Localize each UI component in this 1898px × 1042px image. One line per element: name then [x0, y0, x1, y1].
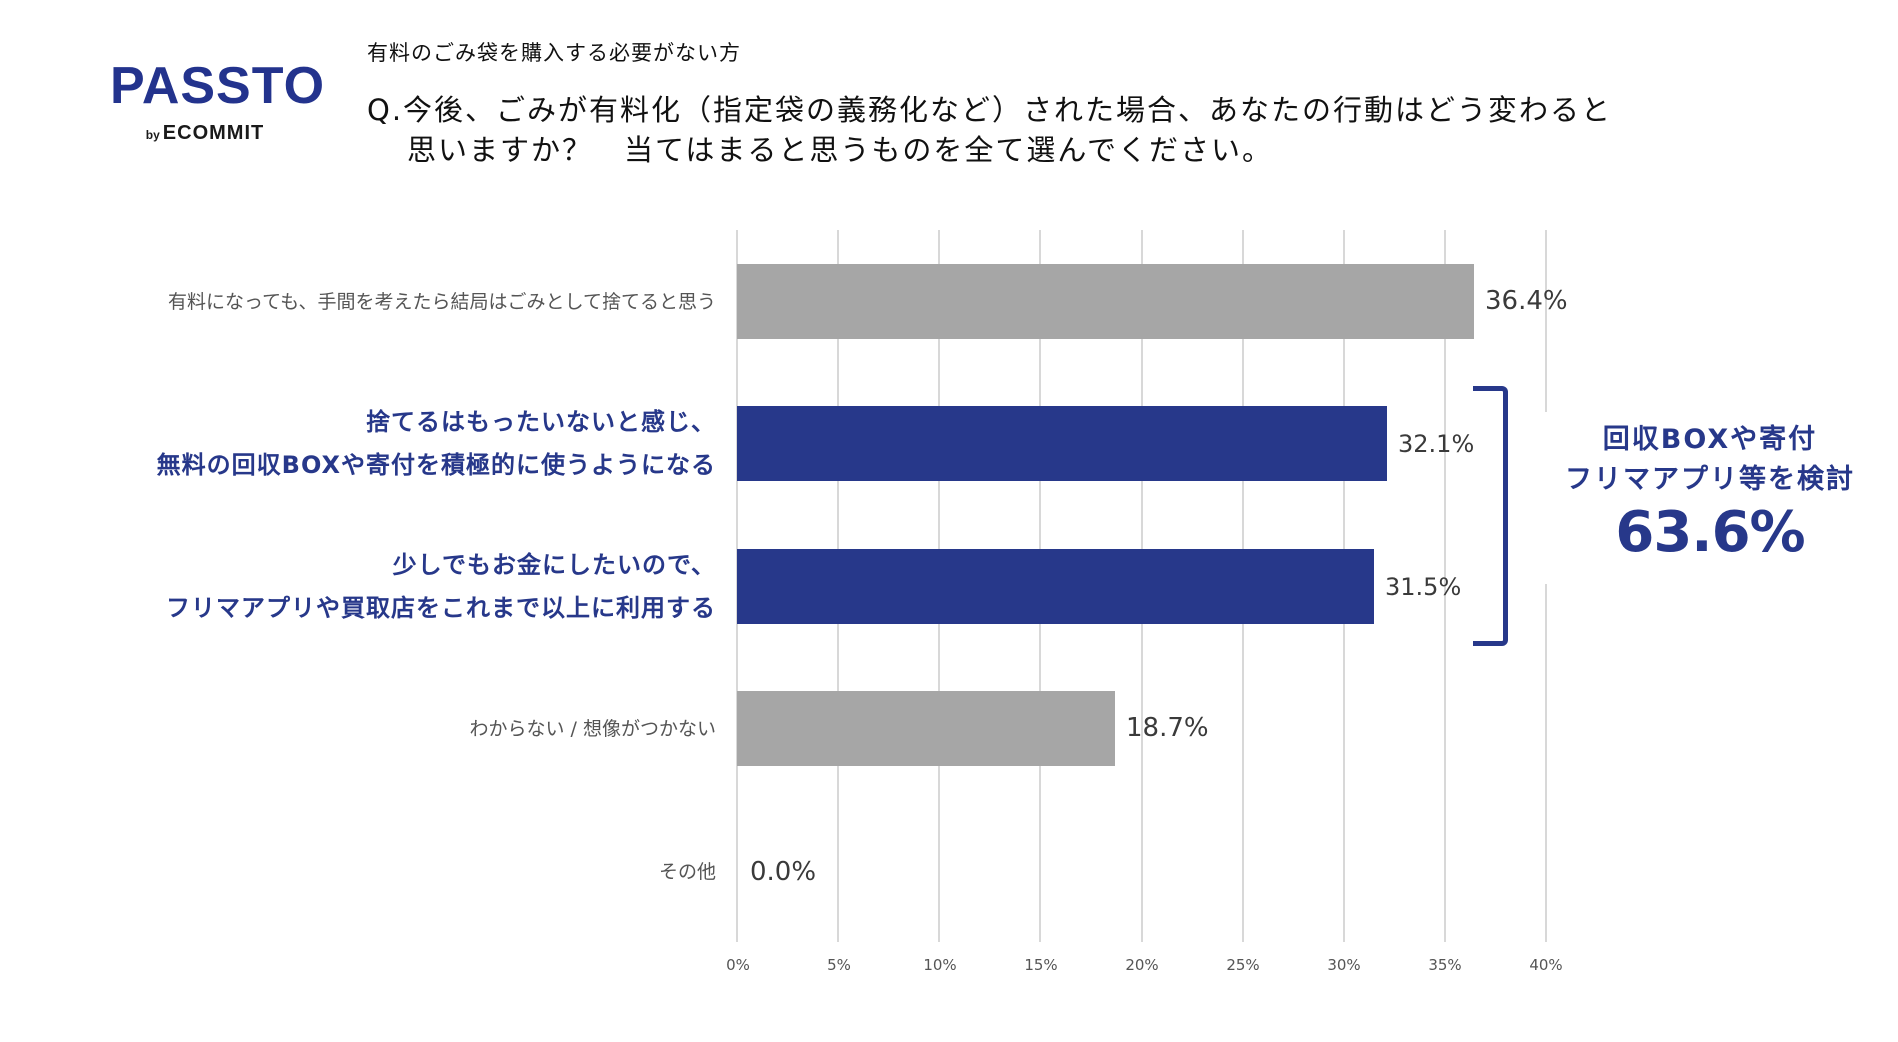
chart-title: Q.今後、ごみが有料化（指定袋の義務化など）された場合、あなたの行動はどう変わる… [367, 90, 1612, 170]
value-label: 18.7% [1126, 713, 1209, 743]
callout-line-1: 回収BOXや寄付 [1602, 424, 1818, 455]
chart-subtitle: 有料のごみ袋を購入する必要がない方 [367, 41, 741, 65]
callout-line-2: フリマアプリ等を検討 [1565, 464, 1855, 495]
callout-total-value: 63.6% [1615, 500, 1805, 565]
category-label-line-1: 捨てるはもったいないと感じ、 [366, 408, 716, 436]
bar-dont-know [737, 691, 1115, 766]
gridline-35 [1444, 230, 1446, 942]
gridline-40 [1545, 230, 1547, 942]
plot-area: 36.4% 32.1% 31.5% 18.7% 0.0% [736, 230, 1568, 942]
category-label: わからない / 想像がつかない [469, 718, 716, 740]
category-label-line-2: 無料の回収BOXや寄付を積極的に使うようになる [156, 451, 716, 479]
category-label-highlight: 捨てるはもったいないと感じ、 無料の回収BOXや寄付を積極的に使うようになる [157, 401, 716, 487]
logo-by: by [145, 128, 160, 142]
bar-throw-away [737, 264, 1474, 339]
category-label-line-2: フリマアプリや買取店をこれまで以上に利用する [166, 594, 716, 622]
value-label: 31.5% [1385, 573, 1462, 601]
question-line-1: Q.今後、ごみが有料化（指定袋の義務化など）された場合、あなたの行動はどう変わる… [367, 93, 1613, 127]
x-tick: 30% [1327, 956, 1361, 974]
bar-recycle-box [737, 406, 1387, 481]
callout-background [1530, 412, 1890, 584]
logo-passto: PASSTO [110, 57, 326, 115]
value-label: 32.1% [1398, 430, 1475, 458]
value-label: 36.4% [1485, 286, 1568, 316]
callout: 回収BOXや寄付 フリマアプリ等を検討 63.6% [1530, 420, 1890, 566]
bar-flea-market [737, 549, 1374, 624]
logo-company: ECOMMIT [162, 122, 265, 144]
x-tick: 0% [726, 956, 750, 974]
x-tick: 20% [1125, 956, 1159, 974]
category-label-highlight: 少しでもお金にしたいので、 フリマアプリや買取店をこれまで以上に利用する [166, 544, 716, 630]
x-tick: 10% [923, 956, 957, 974]
x-tick: 15% [1024, 956, 1058, 974]
category-label: 有料になっても、手間を考えたら結局はごみとして捨てると思う [168, 291, 716, 313]
category-label: その他 [658, 861, 716, 883]
logo-by-ecommit: by ECOMMIT [110, 122, 300, 146]
bracket-icon [1473, 386, 1508, 646]
x-tick: 40% [1529, 956, 1563, 974]
value-label: 0.0% [750, 857, 817, 887]
x-tick: 25% [1226, 956, 1260, 974]
x-tick: 5% [827, 956, 851, 974]
x-tick: 35% [1428, 956, 1462, 974]
question-line-2: 思いますか？ 当てはまると思うものを全て選んでください。 [407, 133, 1273, 167]
category-label-line-1: 少しでもお金にしたいので、 [392, 551, 716, 579]
